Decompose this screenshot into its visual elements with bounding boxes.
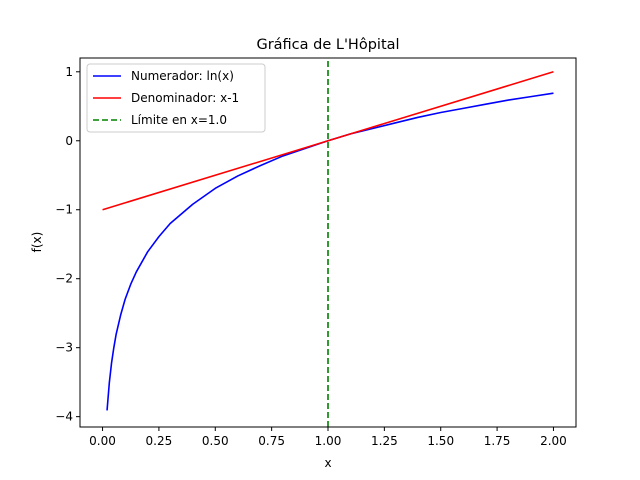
legend-box <box>86 63 266 133</box>
x-tick-label: 1.50 <box>427 434 454 448</box>
x-tick-label: 1.25 <box>371 434 398 448</box>
series-line-0 <box>106 92 554 411</box>
legend-label-2: Límite en x=1.0 <box>131 113 227 127</box>
x-tick-label: 1.00 <box>315 434 342 448</box>
series-line-1 <box>102 71 554 211</box>
y-tick-label: −3 <box>55 341 73 355</box>
legend-label-1: Denominador: x-1 <box>131 91 239 105</box>
x-tick-label: 0.25 <box>146 434 173 448</box>
x-axis-label: x <box>324 456 331 470</box>
plot-layer <box>102 58 554 427</box>
x-tick-label: 0.50 <box>202 434 229 448</box>
y-tick-label: −4 <box>55 410 73 424</box>
x-tick-label: 1.75 <box>484 434 511 448</box>
x-tick-label: 0.75 <box>258 434 285 448</box>
y-tick-label: 1 <box>65 65 73 79</box>
x-tick-label: 0.00 <box>89 434 116 448</box>
x-tick-label: 2.00 <box>540 434 567 448</box>
legend: Numerador: ln(x) Denominador: x-1 Límite e… <box>86 63 266 133</box>
y-tick-label: −1 <box>55 203 73 217</box>
y-tick-label: 0 <box>65 134 73 148</box>
ticks-layer: 0.00 0.25 0.50 0.75 1.00 1.25 1.50 1.75 2.00 −4 −3… <box>55 65 567 448</box>
chart-title: Gráfica de L'Hôpital <box>256 37 399 53</box>
legend-label-0: Numerador: ln(x) <box>131 69 234 83</box>
y-axis-label: f(x) <box>30 232 44 253</box>
y-tick-label: −2 <box>55 272 73 286</box>
